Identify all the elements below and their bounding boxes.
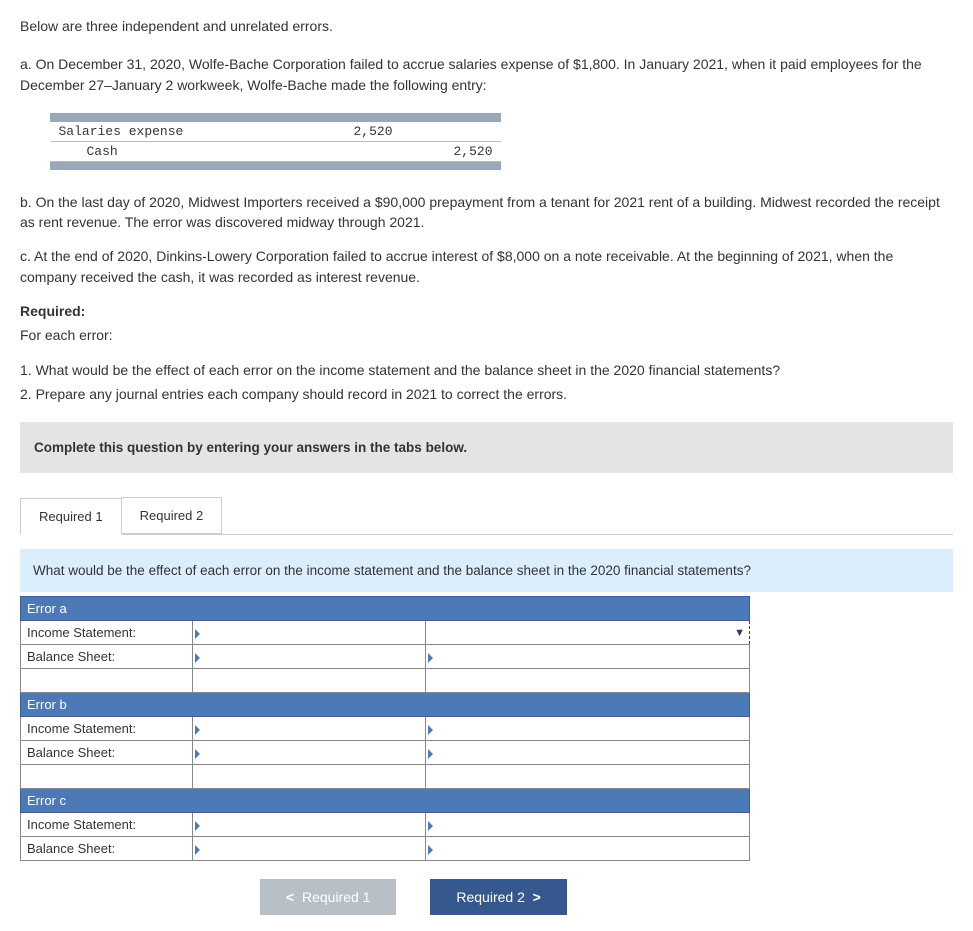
- answer-table: Error a Income Statement: ▼ Balance Shee…: [20, 596, 750, 861]
- error-b-bs-input-2[interactable]: [426, 741, 750, 765]
- item-b-text: b. On the last day of 2020, Midwest Impo…: [20, 192, 953, 233]
- prev-button: < Required 1: [260, 879, 396, 915]
- chevron-left-icon: <: [286, 889, 294, 905]
- error-b-bs-label: Balance Sheet:: [21, 741, 193, 765]
- dropdown-marker-icon: [428, 749, 433, 759]
- prev-button-label: Required 1: [302, 889, 371, 905]
- dropdown-marker-icon: [195, 725, 200, 735]
- error-c-is-input-1[interactable]: [193, 813, 426, 837]
- nav-buttons: < Required 1 Required 2 >: [260, 879, 953, 915]
- spacer-row: [21, 669, 193, 693]
- error-b-is-label: Income Statement:: [21, 717, 193, 741]
- dropdown-marker-icon: [195, 629, 200, 639]
- error-a-bs-label: Balance Sheet:: [21, 645, 193, 669]
- item-c-text: c. At the end of 2020, Dinkins-Lowery Co…: [20, 246, 953, 287]
- requirement-2: 2. Prepare any journal entries each comp…: [20, 384, 953, 404]
- error-b-is-input-1[interactable]: [193, 717, 426, 741]
- intro-text: Below are three independent and unrelate…: [20, 16, 953, 36]
- error-a-bs-input-2[interactable]: [426, 645, 750, 669]
- dropdown-marker-icon: [428, 845, 433, 855]
- dropdown-marker-icon: [428, 821, 433, 831]
- error-c-bs-input-2[interactable]: [426, 837, 750, 861]
- tab-required-1[interactable]: Required 1: [20, 498, 122, 535]
- journal-credit-2: 2,520: [401, 141, 501, 161]
- spacer-row: [21, 765, 193, 789]
- instruction-box: Complete this question by entering your …: [20, 422, 953, 473]
- chevron-down-icon: ▼: [734, 627, 745, 639]
- next-button[interactable]: Required 2 >: [430, 879, 566, 915]
- error-c-is-label: Income Statement:: [21, 813, 193, 837]
- tab-description: What would be the effect of each error o…: [20, 549, 953, 592]
- required-sub: For each error:: [20, 325, 953, 345]
- item-a-text: a. On December 31, 2020, Wolfe-Bache Cor…: [20, 54, 953, 95]
- required-label: Required:: [20, 301, 953, 321]
- error-c-bs-label: Balance Sheet:: [21, 837, 193, 861]
- journal-account-1: Salaries expense: [51, 121, 301, 141]
- error-c-header: Error c: [21, 789, 750, 813]
- dropdown-marker-icon: [195, 845, 200, 855]
- chevron-right-icon: >: [533, 889, 541, 905]
- error-b-bs-input-1[interactable]: [193, 741, 426, 765]
- error-b-header: Error b: [21, 693, 750, 717]
- journal-account-2: Cash: [59, 144, 118, 159]
- tab-required-2[interactable]: Required 2: [121, 497, 223, 534]
- error-a-is-input-1[interactable]: [193, 621, 426, 645]
- dropdown-marker-icon: [195, 821, 200, 831]
- error-a-header: Error a: [21, 597, 750, 621]
- tab-bar: Required 1 Required 2: [20, 497, 953, 535]
- error-a-bs-input-1[interactable]: [193, 645, 426, 669]
- dropdown-marker-icon: [195, 749, 200, 759]
- next-button-label: Required 2: [456, 889, 525, 905]
- journal-credit-1: [401, 121, 501, 141]
- error-a-is-label: Income Statement:: [21, 621, 193, 645]
- journal-debit-2: [301, 141, 401, 161]
- dropdown-marker-icon: [428, 725, 433, 735]
- journal-debit-1: 2,520: [301, 121, 401, 141]
- dropdown-marker-icon: [195, 653, 200, 663]
- journal-entry-table: Salaries expense 2,520 Cash 2,520: [50, 113, 953, 170]
- error-a-is-input-2[interactable]: ▼: [426, 621, 750, 645]
- error-c-is-input-2[interactable]: [426, 813, 750, 837]
- requirement-1: 1. What would be the effect of each erro…: [20, 360, 953, 380]
- error-b-is-input-2[interactable]: [426, 717, 750, 741]
- dropdown-marker-icon: [428, 653, 433, 663]
- error-c-bs-input-1[interactable]: [193, 837, 426, 861]
